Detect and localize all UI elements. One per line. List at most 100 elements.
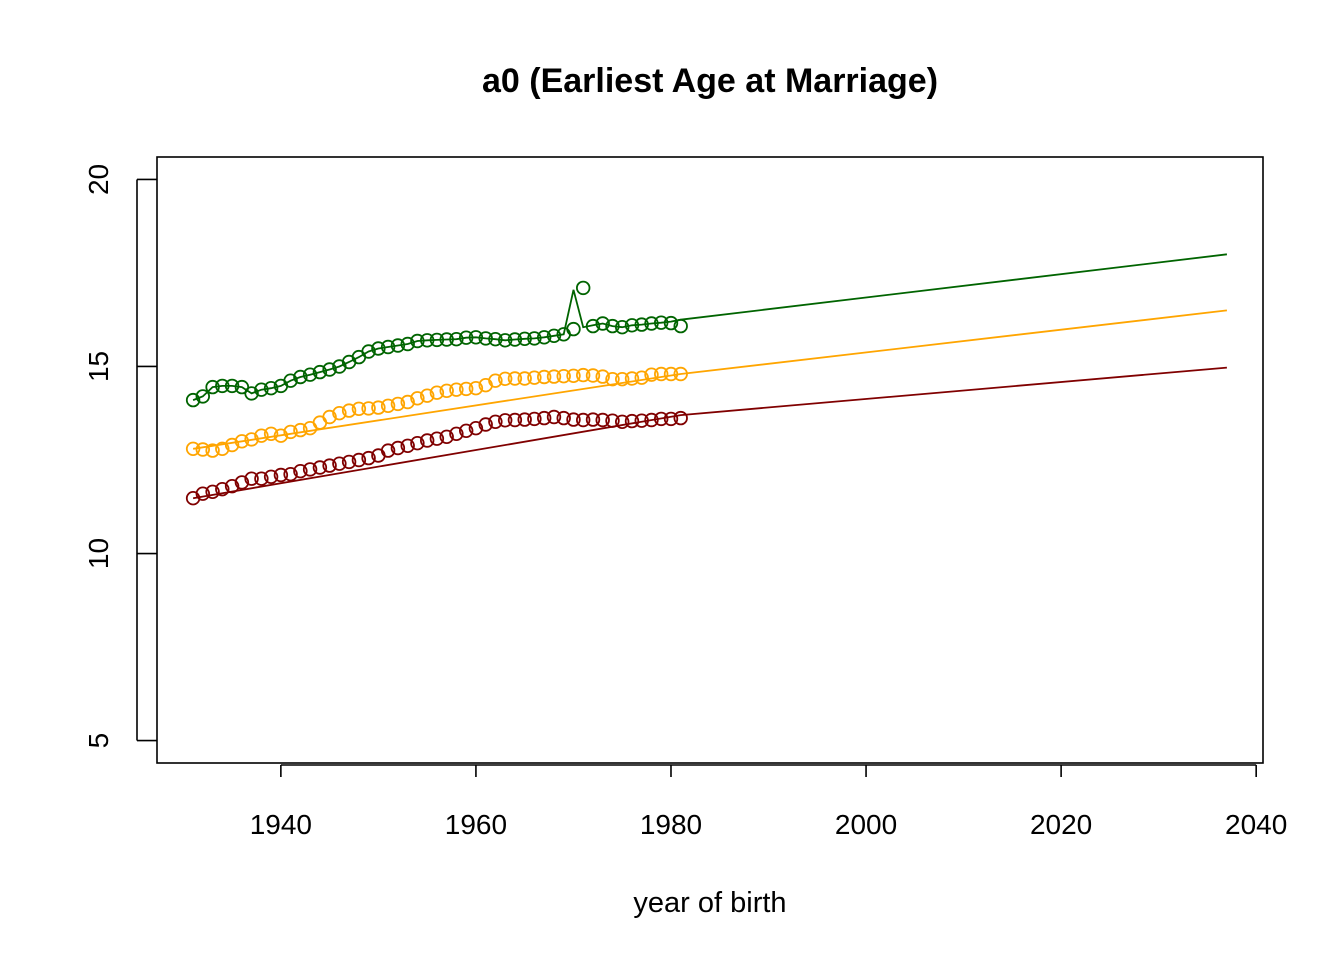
- data-point: [400, 394, 415, 410]
- data-point: [644, 367, 659, 382]
- y-tick-label: 20: [83, 164, 114, 195]
- data-point: [341, 454, 357, 470]
- data-point: [205, 484, 220, 500]
- data-point: [566, 321, 581, 337]
- data-point: [185, 441, 201, 457]
- data-point: [234, 434, 250, 449]
- data-point: [537, 369, 552, 385]
- data-point: [605, 372, 620, 387]
- data-point: [341, 403, 357, 418]
- data-point: [478, 417, 493, 432]
- data-point: [556, 369, 571, 384]
- data-point: [420, 333, 435, 348]
- data-point: [527, 331, 542, 346]
- data-point: [429, 332, 445, 348]
- data-point: [439, 332, 454, 347]
- data-point: [634, 317, 649, 332]
- data-point: [302, 367, 318, 382]
- data-point: [615, 372, 630, 387]
- data-point: [215, 482, 230, 497]
- data-point: [205, 379, 220, 395]
- data-point: [468, 381, 484, 396]
- data-point: [654, 411, 669, 427]
- data-point: [224, 479, 240, 494]
- data-point: [615, 414, 630, 430]
- data-point: [215, 378, 230, 394]
- data-point: [224, 378, 240, 394]
- data-point: [263, 426, 279, 442]
- data-point: [556, 410, 571, 426]
- data-point: [507, 332, 523, 347]
- data-point: [546, 369, 562, 384]
- data-point: [439, 383, 454, 399]
- data-point: [546, 328, 562, 344]
- data-point: [576, 412, 591, 428]
- data-point: [527, 370, 542, 385]
- data-point: [605, 413, 620, 428]
- data-point: [254, 382, 269, 397]
- data-point: [283, 467, 298, 482]
- data-point: [322, 409, 337, 425]
- data-point: [468, 421, 484, 436]
- data-point: [576, 367, 591, 383]
- data-point: [400, 336, 415, 352]
- data-point: [624, 371, 640, 386]
- data-point: [322, 362, 337, 377]
- data-point: [332, 406, 347, 421]
- data-point: [585, 368, 601, 383]
- data-point: [615, 320, 630, 335]
- data-point: [517, 412, 532, 427]
- data-point: [302, 462, 318, 477]
- x-tick-label: 2020: [1030, 809, 1092, 840]
- data-point: [459, 423, 474, 439]
- chart-title: a0 (Earliest Age at Marriage): [482, 62, 938, 100]
- data-point: [263, 469, 279, 485]
- data-point: [254, 428, 269, 443]
- data-point: [273, 467, 289, 483]
- series-line: [192, 309, 1228, 450]
- data-point: [654, 315, 669, 330]
- data-point: [361, 344, 376, 359]
- data-point: [585, 318, 601, 334]
- data-point: [507, 412, 523, 428]
- data-point: [459, 330, 474, 345]
- data-point: [546, 409, 562, 425]
- data-point: [234, 475, 250, 490]
- data-point: [576, 280, 591, 296]
- data-point: [205, 443, 220, 458]
- data-point: [459, 381, 474, 397]
- data-point: [644, 412, 659, 428]
- data-point: [380, 398, 396, 414]
- series-1: [185, 309, 1228, 458]
- data-point: [380, 443, 396, 458]
- data-point: [351, 452, 367, 468]
- data-point: [537, 410, 552, 426]
- data-point: [390, 440, 406, 456]
- data-point: [605, 318, 620, 334]
- data-point: [420, 388, 435, 403]
- data-point: [293, 369, 308, 385]
- x-axis-title: year of birth: [633, 887, 786, 919]
- data-point: [585, 412, 601, 427]
- x-axis: 1940 1960 1980 2000 2020 2040: [250, 764, 1287, 840]
- data-point: [644, 316, 659, 331]
- data-point: [439, 429, 454, 445]
- data-point: [468, 330, 484, 345]
- data-point: [595, 412, 610, 428]
- data-point: [498, 371, 513, 387]
- data-point: [595, 316, 610, 331]
- data-point: [390, 396, 406, 412]
- data-point: [244, 432, 259, 447]
- data-point: [283, 373, 298, 388]
- x-tick-label: 1960: [445, 809, 507, 840]
- data-point: [673, 410, 688, 426]
- data-point: [332, 456, 347, 471]
- data-point: [410, 333, 425, 349]
- data-point: [195, 486, 211, 501]
- data-point: [244, 471, 259, 486]
- data-point: [663, 411, 679, 427]
- data-point: [673, 318, 688, 334]
- data-point: [478, 331, 493, 346]
- data-point: [420, 433, 435, 448]
